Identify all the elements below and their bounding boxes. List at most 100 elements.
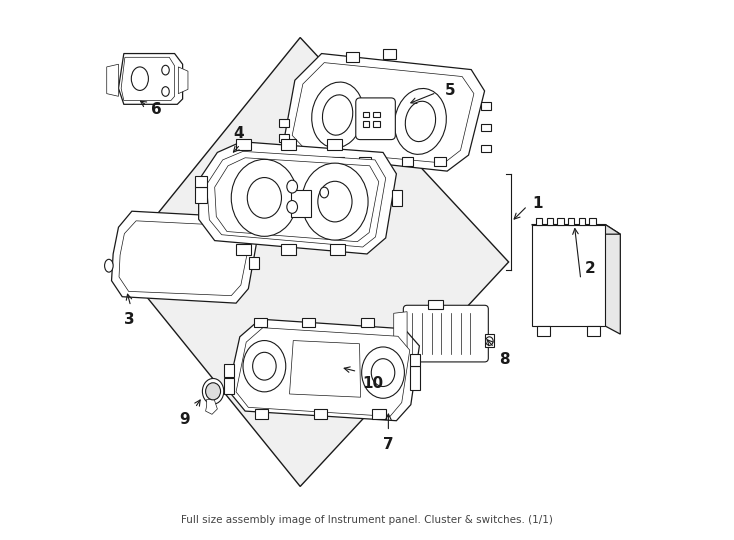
- Polygon shape: [292, 63, 474, 163]
- Ellipse shape: [161, 65, 170, 75]
- Bar: [333, 157, 344, 166]
- Bar: [547, 218, 553, 225]
- Bar: [482, 145, 491, 152]
- Bar: [537, 326, 550, 336]
- Text: 2: 2: [585, 261, 596, 276]
- Ellipse shape: [161, 87, 170, 96]
- Ellipse shape: [371, 359, 395, 387]
- Polygon shape: [214, 158, 379, 242]
- FancyBboxPatch shape: [404, 305, 488, 362]
- Bar: [568, 218, 575, 225]
- Bar: [224, 363, 234, 377]
- Polygon shape: [284, 53, 484, 171]
- Bar: [335, 335, 350, 344]
- Bar: [484, 334, 494, 348]
- Bar: [236, 139, 251, 150]
- Bar: [291, 190, 311, 217]
- Bar: [536, 218, 542, 225]
- Polygon shape: [118, 37, 509, 487]
- Polygon shape: [228, 319, 419, 421]
- Bar: [195, 177, 207, 187]
- Ellipse shape: [322, 95, 353, 135]
- Ellipse shape: [247, 178, 281, 218]
- Bar: [589, 218, 596, 225]
- Text: 9: 9: [179, 412, 189, 427]
- Bar: [255, 409, 268, 419]
- Ellipse shape: [486, 337, 493, 346]
- Bar: [280, 119, 289, 127]
- Polygon shape: [207, 151, 385, 247]
- Polygon shape: [199, 141, 396, 254]
- Polygon shape: [531, 225, 620, 234]
- Bar: [281, 139, 297, 150]
- Polygon shape: [606, 225, 620, 334]
- Bar: [482, 124, 491, 131]
- Ellipse shape: [104, 259, 113, 272]
- Polygon shape: [106, 64, 118, 96]
- Bar: [250, 257, 259, 269]
- Ellipse shape: [287, 200, 297, 213]
- Polygon shape: [393, 312, 407, 355]
- Bar: [313, 409, 327, 419]
- Ellipse shape: [333, 346, 357, 374]
- FancyBboxPatch shape: [356, 98, 396, 140]
- Bar: [363, 112, 369, 117]
- Bar: [578, 218, 585, 225]
- Bar: [236, 244, 251, 255]
- Bar: [586, 326, 600, 336]
- Ellipse shape: [318, 181, 352, 222]
- Text: 8: 8: [500, 352, 510, 367]
- Polygon shape: [118, 53, 183, 104]
- Ellipse shape: [243, 341, 286, 392]
- Text: 4: 4: [233, 126, 244, 140]
- Text: 5: 5: [445, 84, 455, 98]
- Ellipse shape: [231, 159, 297, 237]
- Bar: [401, 157, 413, 166]
- Ellipse shape: [206, 383, 220, 400]
- Bar: [302, 318, 315, 327]
- Polygon shape: [206, 400, 217, 414]
- Bar: [383, 49, 396, 59]
- Bar: [330, 244, 344, 255]
- Ellipse shape: [131, 67, 148, 90]
- Bar: [482, 102, 491, 110]
- Text: Full size assembly image of Instrument panel. Cluster & switches. (1/1): Full size assembly image of Instrument p…: [181, 516, 553, 525]
- Text: 3: 3: [124, 312, 135, 327]
- Bar: [410, 354, 421, 366]
- Bar: [254, 318, 267, 327]
- Polygon shape: [236, 328, 410, 416]
- Polygon shape: [178, 67, 188, 93]
- Bar: [391, 190, 402, 206]
- Polygon shape: [330, 342, 360, 378]
- Bar: [434, 157, 446, 166]
- Bar: [410, 366, 421, 390]
- Bar: [327, 139, 342, 150]
- Polygon shape: [119, 221, 250, 296]
- Ellipse shape: [340, 353, 350, 367]
- Bar: [557, 218, 564, 225]
- Ellipse shape: [320, 187, 329, 198]
- Polygon shape: [112, 211, 258, 303]
- Polygon shape: [289, 341, 360, 397]
- Bar: [531, 225, 606, 326]
- Ellipse shape: [302, 163, 368, 240]
- Ellipse shape: [203, 379, 224, 404]
- Bar: [360, 318, 374, 327]
- Bar: [346, 52, 359, 62]
- Bar: [224, 378, 234, 394]
- Text: 1: 1: [533, 195, 543, 211]
- Bar: [281, 244, 297, 255]
- Text: 6: 6: [150, 102, 161, 117]
- Ellipse shape: [395, 89, 446, 154]
- Polygon shape: [121, 57, 175, 100]
- Ellipse shape: [312, 82, 363, 148]
- Bar: [305, 157, 317, 166]
- Bar: [374, 122, 379, 127]
- Bar: [280, 134, 289, 141]
- Bar: [359, 157, 371, 166]
- Ellipse shape: [287, 180, 297, 193]
- Text: 7: 7: [383, 437, 393, 452]
- Ellipse shape: [362, 347, 404, 399]
- Bar: [195, 187, 207, 203]
- Bar: [374, 112, 379, 117]
